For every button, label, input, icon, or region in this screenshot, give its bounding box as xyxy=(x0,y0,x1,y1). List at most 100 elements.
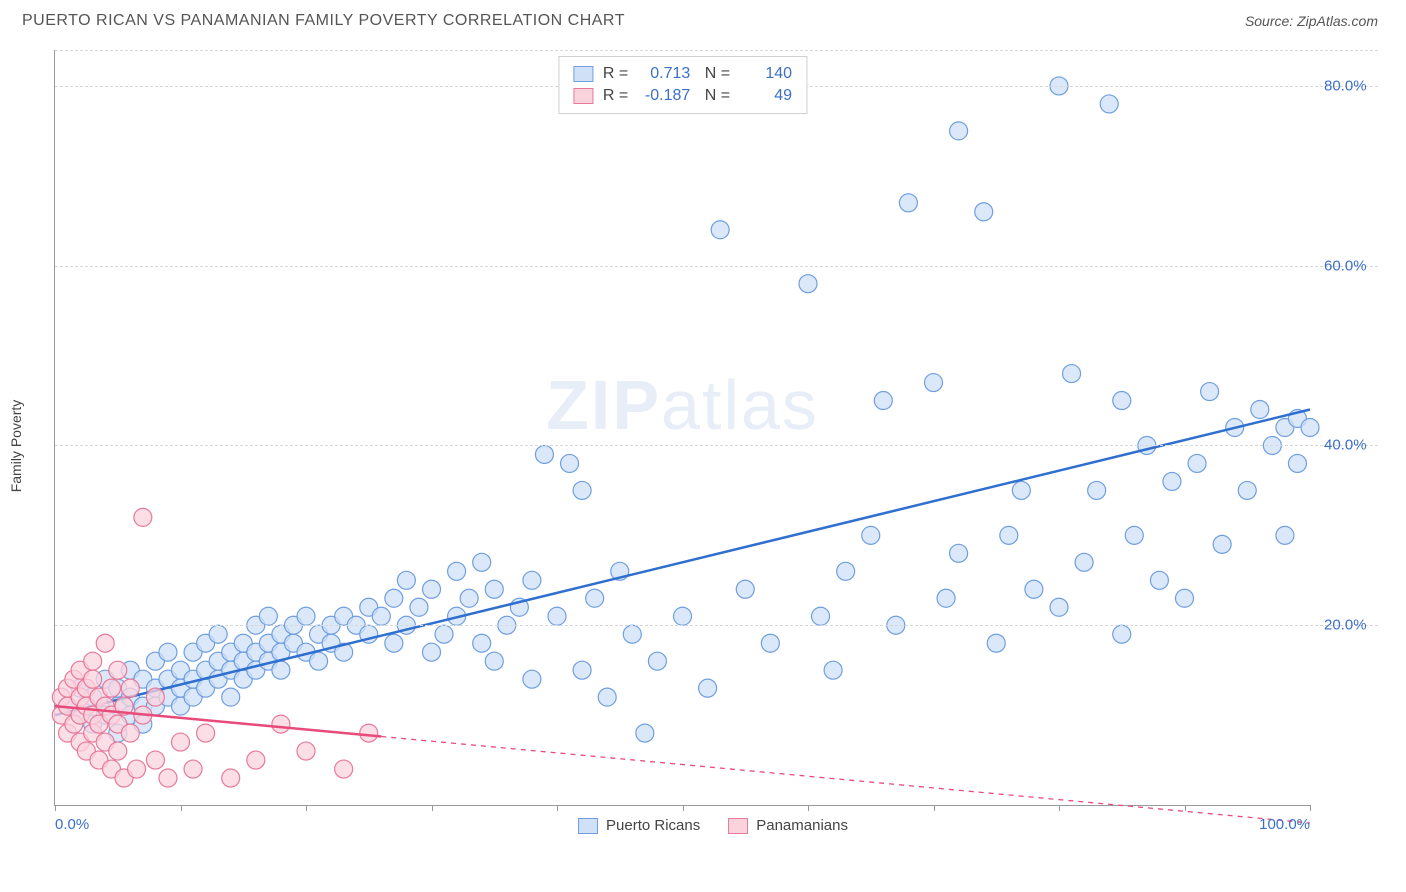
r-value-panamanians: -0.187 xyxy=(638,87,690,105)
plot-area: ZIPatlas R = 0.713 N = 140 R = -0.187 N … xyxy=(54,50,1310,806)
scatter-point-puerto_ricans xyxy=(1301,419,1319,437)
scatter-point-panamanians xyxy=(222,769,240,787)
scatter-point-puerto_ricans xyxy=(159,643,177,661)
r-value-puerto-ricans: 0.713 xyxy=(638,65,690,83)
scatter-point-puerto_ricans xyxy=(1288,454,1306,472)
scatter-point-puerto_ricans xyxy=(561,454,579,472)
scatter-point-panamanians xyxy=(335,760,353,778)
scatter-point-puerto_ricans xyxy=(385,589,403,607)
scatter-point-puerto_ricans xyxy=(1100,95,1118,113)
scatter-point-puerto_ricans xyxy=(1201,383,1219,401)
scatter-point-puerto_ricans xyxy=(573,481,591,499)
scatter-point-puerto_ricans xyxy=(1050,598,1068,616)
scatter-point-panamanians xyxy=(84,652,102,670)
scatter-point-puerto_ricans xyxy=(925,374,943,392)
scatter-point-puerto_ricans xyxy=(473,553,491,571)
source-attribution: Source: ZipAtlas.com xyxy=(1245,13,1378,29)
chart-header: PUERTO RICAN VS PANAMANIAN FAMILY POVERT… xyxy=(0,0,1406,38)
scatter-point-puerto_ricans xyxy=(1113,625,1131,643)
scatter-point-puerto_ricans xyxy=(950,544,968,562)
scatter-point-puerto_ricans xyxy=(736,580,754,598)
scatter-point-puerto_ricans xyxy=(674,607,692,625)
scatter-point-puerto_ricans xyxy=(548,607,566,625)
scatter-point-panamanians xyxy=(134,508,152,526)
scatter-point-panamanians xyxy=(121,724,139,742)
scatter-point-puerto_ricans xyxy=(523,571,541,589)
legend-item-puerto-ricans: Puerto Ricans xyxy=(578,817,700,834)
legend-item-panamanians: Panamanians xyxy=(728,817,848,834)
chart-title: PUERTO RICAN VS PANAMANIAN FAMILY POVERT… xyxy=(22,12,625,30)
scatter-point-puerto_ricans xyxy=(1276,526,1294,544)
scatter-point-panamanians xyxy=(146,688,164,706)
scatter-point-puerto_ricans xyxy=(586,589,604,607)
scatter-point-puerto_ricans xyxy=(1025,580,1043,598)
scatter-point-puerto_ricans xyxy=(1000,526,1018,544)
legend-label-panamanians: Panamanians xyxy=(756,817,848,834)
scatter-point-puerto_ricans xyxy=(473,634,491,652)
scatter-point-puerto_ricans xyxy=(799,275,817,293)
y-tick-label: 20.0% xyxy=(1324,617,1367,634)
scatter-point-puerto_ricans xyxy=(460,589,478,607)
swatch-puerto-ricans xyxy=(573,66,593,82)
scatter-point-puerto_ricans xyxy=(1125,526,1143,544)
scatter-point-puerto_ricans xyxy=(950,122,968,140)
scatter-point-panamanians xyxy=(102,679,120,697)
scatter-point-puerto_ricans xyxy=(397,571,415,589)
scatter-point-puerto_ricans xyxy=(1176,589,1194,607)
x-tick-label: 100.0% xyxy=(1259,816,1310,833)
scatter-point-puerto_ricans xyxy=(222,688,240,706)
scatter-point-puerto_ricans xyxy=(372,607,390,625)
scatter-point-puerto_ricans xyxy=(310,652,328,670)
legend-swatch-panamanians xyxy=(728,818,748,834)
scatter-point-puerto_ricans xyxy=(711,221,729,239)
scatter-point-puerto_ricans xyxy=(573,661,591,679)
scatter-point-puerto_ricans xyxy=(636,724,654,742)
regression-line-puerto_ricans xyxy=(55,410,1310,716)
plot-svg xyxy=(55,50,1310,805)
regression-extrapolation-panamanians xyxy=(381,737,1310,823)
scatter-point-puerto_ricans xyxy=(1238,481,1256,499)
scatter-point-puerto_ricans xyxy=(435,625,453,643)
scatter-point-puerto_ricans xyxy=(523,670,541,688)
scatter-point-puerto_ricans xyxy=(385,634,403,652)
scatter-point-puerto_ricans xyxy=(485,652,503,670)
scatter-point-puerto_ricans xyxy=(1150,571,1168,589)
scatter-point-puerto_ricans xyxy=(1188,454,1206,472)
scatter-point-puerto_ricans xyxy=(699,679,717,697)
scatter-point-panamanians xyxy=(159,769,177,787)
scatter-point-puerto_ricans xyxy=(648,652,666,670)
scatter-point-puerto_ricans xyxy=(1012,481,1030,499)
scatter-point-puerto_ricans xyxy=(598,688,616,706)
y-tick-label: 80.0% xyxy=(1324,77,1367,94)
scatter-point-puerto_ricans xyxy=(485,580,503,598)
scatter-point-panamanians xyxy=(247,751,265,769)
scatter-point-puerto_ricans xyxy=(1075,553,1093,571)
scatter-point-puerto_ricans xyxy=(410,598,428,616)
scatter-point-panamanians xyxy=(121,679,139,697)
scatter-point-puerto_ricans xyxy=(535,445,553,463)
y-tick-label: 60.0% xyxy=(1324,257,1367,274)
scatter-point-puerto_ricans xyxy=(1063,365,1081,383)
scatter-point-panamanians xyxy=(109,661,127,679)
x-tick-label: 0.0% xyxy=(55,816,89,833)
scatter-point-panamanians xyxy=(272,715,290,733)
scatter-point-puerto_ricans xyxy=(423,643,441,661)
scatter-point-puerto_ricans xyxy=(1213,535,1231,553)
scatter-point-puerto_ricans xyxy=(1251,401,1269,419)
scatter-point-puerto_ricans xyxy=(1088,481,1106,499)
scatter-point-puerto_ricans xyxy=(623,625,641,643)
scatter-point-puerto_ricans xyxy=(259,607,277,625)
scatter-point-puerto_ricans xyxy=(209,625,227,643)
scatter-point-puerto_ricans xyxy=(1113,392,1131,410)
scatter-point-panamanians xyxy=(360,724,378,742)
scatter-point-puerto_ricans xyxy=(1163,472,1181,490)
y-axis-label: Family Poverty xyxy=(8,400,24,493)
scatter-point-puerto_ricans xyxy=(874,392,892,410)
scatter-point-puerto_ricans xyxy=(448,562,466,580)
legend-row-panamanians: R = -0.187 N = 49 xyxy=(573,85,792,107)
correlation-legend: R = 0.713 N = 140 R = -0.187 N = 49 xyxy=(558,56,807,114)
scatter-point-puerto_ricans xyxy=(899,194,917,212)
scatter-point-puerto_ricans xyxy=(975,203,993,221)
scatter-point-panamanians xyxy=(146,751,164,769)
scatter-point-panamanians xyxy=(184,760,202,778)
